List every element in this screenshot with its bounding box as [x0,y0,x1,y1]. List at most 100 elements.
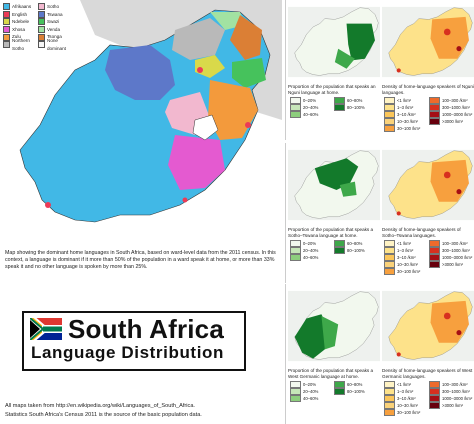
density-map [382,290,474,362]
proportion-map [288,149,380,221]
proportion-legend: 0–20% 60–80% 20–40% 80–100% 40–60% [290,97,378,118]
density-map-caption: Density of home-language speakers of Ngu… [382,84,474,95]
legend-item: 60–80% [334,97,378,104]
legend-item: 30–100 /km² [384,125,429,132]
legend-label: Afrikaans [12,4,32,9]
legend-swatch [429,247,440,254]
legend-swatch [290,388,301,395]
legend-swatch [3,26,10,34]
legend-item: Venda [38,26,71,34]
proportion-legend: 0–20% 60–80% 20–40% 80–100% 40–60% [290,240,378,261]
legend-item: 0–20% [290,240,334,247]
legend-label: 80–100% [347,105,365,110]
legend-item: 0–20% [290,381,334,388]
legend-swatch [38,18,45,26]
legend-label: Venda [47,26,61,32]
legend-item: <1 /km² [384,240,429,247]
legend-swatch [38,10,45,18]
legend-swatch [334,388,345,395]
legend-item: Tsonga [38,33,71,41]
region-northern-sotho [172,18,225,60]
region-tsonga [230,15,262,60]
legend-label: 30–100 /km² [397,410,421,415]
legend-swatch [384,402,395,409]
legend-item: 3–10 /km² [384,254,429,261]
proportion-map-caption: Proportion of the population that speaks… [288,368,374,379]
proportion-legend: 0–20% 60–80% 20–40% 80–100% 40–60% [290,381,378,402]
legend-item: 100–300 /km² [429,240,474,247]
region-swazi [232,58,266,88]
legend-item: 1–3 /km² [384,388,429,395]
legend-swatch [290,97,301,104]
legend-item: English [3,10,36,19]
legend-item: 80–100% [334,388,378,395]
legend-item: <1 /km² [384,381,429,388]
legend-label: 10–30 /km² [397,262,418,267]
legend-label: Northern Sotho [12,38,30,51]
legend-label: 100–300 /km² [442,241,468,246]
legend-item: Swazi [38,18,71,26]
legend-swatch [429,97,440,104]
legend-swatch [429,111,440,118]
legend-swatch [384,254,395,261]
legend-swatch [290,240,301,247]
legend-swatch [384,104,395,111]
legend-swatch [384,247,395,254]
legend-swatch [334,247,345,254]
legend-item: 0–20% [290,97,334,104]
legend-label: Tswana [47,11,63,17]
region-tswana [105,45,175,100]
language-group-panel: Proportion of the population that speaks… [285,143,474,283]
legend-item: 300–1000 /km² [429,104,474,111]
legend-item: 300–1000 /km² [429,388,474,395]
legend-item: 10–30 /km² [384,118,429,125]
legend-item: 1000–3000 /km² [429,254,474,261]
legend-swatch [384,111,395,118]
legend-swatch [429,381,440,388]
legend-swatch [334,381,345,388]
title-main: South Africa [68,314,225,344]
legend-label: 3–10 /km² [397,396,416,401]
legend-swatch [290,247,301,254]
main-map-caption: Map showing the dominant home languages … [5,250,276,271]
proportion-map [288,6,380,78]
legend-label: 1–3 /km² [397,105,414,110]
legend-label: >3000 /km² [442,262,464,267]
legend-label: 1000–3000 /km² [442,396,473,401]
legend-swatch [334,104,345,111]
legend-label: 20–40% [303,389,319,394]
legend-swatch [384,97,395,104]
legend-label: 80–100% [347,248,365,253]
legend-swatch [290,254,301,261]
legend-swatch [429,254,440,261]
main-map-legend: Afrikaans Sotho English Tswana Ndebele Swazi X… [3,3,71,51]
proportion-map-caption: Proportion of the population that speaks… [288,84,376,95]
legend-swatch [384,125,395,132]
language-group-panel: Proportion of the population that speaks… [285,0,474,140]
legend-label: 40–60% [303,112,319,117]
region-english-pocket [197,67,203,73]
region-ndebele [195,55,225,78]
legend-label: 80–100% [347,389,365,394]
language-group-panel: Proportion of the population that speaks… [285,284,474,424]
legend-item: >3000 /km² [429,402,474,409]
legend-swatch [429,402,440,409]
legend-label: 0–20% [303,98,317,103]
legend-swatch [334,240,345,247]
legend-label: 300–1000 /km² [442,389,470,394]
legend-item: Tswana [38,10,71,19]
region-english-pocket [182,197,188,203]
legend-item: 20–40% [290,388,334,395]
legend-swatch [429,388,440,395]
legend-label: 20–40% [303,248,319,253]
title-sub: Language Distribution [31,343,224,362]
legend-swatch [3,33,10,41]
proportion-map-caption: Proportion of the population that speaks… [288,227,374,238]
legend-item: Zulu [3,33,36,41]
legend-label: 10–30 /km² [397,119,418,124]
legend-label: 60–80% [347,98,363,103]
legend-item: Northern Sotho [3,38,36,51]
region-english-pocket [45,202,51,208]
density-legend: <1 /km² 100–300 /km² 1–3 /km² 300–1000 /km²… [384,381,474,416]
legend-swatch [429,240,440,247]
